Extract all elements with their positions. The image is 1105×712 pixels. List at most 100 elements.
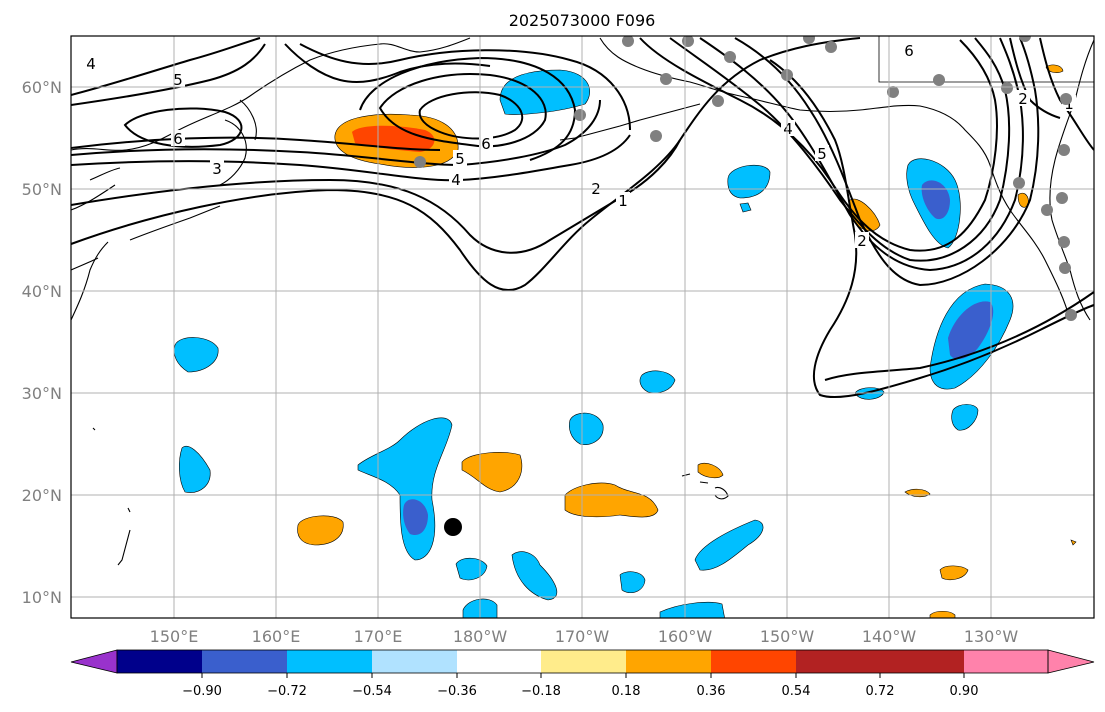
lat-label: 40°N [22,282,62,301]
station-dot [933,74,945,86]
station-dot [574,109,586,121]
lon-label: 180°W [453,627,508,646]
neg-anomaly-region [357,417,453,561]
neg-anomaly-region [499,69,590,115]
coastline-asia [71,37,471,151]
contour-line [71,37,261,96]
station-dot [650,130,662,142]
colorbar-label: 0.18 [612,684,641,699]
neg-anomaly-core [403,499,428,536]
lon-label: 170°W [555,627,610,646]
coastline-alaska [599,37,1071,321]
neg-anomaly-region [455,557,488,581]
contour-label: 5 [173,71,183,89]
lat-label: 10°N [22,588,62,607]
contour-line [359,56,577,161]
anomaly-shading [173,64,1077,618]
coastline-islands [92,427,131,566]
neg-anomaly-region [569,412,604,445]
contour-line [639,37,998,252]
neg-anomaly-region [739,202,752,213]
contour-label: 2 [857,232,867,250]
pos-anomaly-region [939,565,969,581]
longitude-labels: 150°E 160°E 170°E 180°W 170°W 160°W 150°… [150,627,1019,646]
station-dot [1001,82,1013,94]
contour-line [769,59,1094,399]
colorbar-label: 0.36 [697,684,726,699]
colorbar-label: 0.72 [866,684,895,699]
pos-anomaly-region [297,515,344,546]
contour-label: 4 [451,171,461,189]
coastline-north-america [1049,39,1094,321]
lon-label: 170°E [354,627,403,646]
colorbar-label: −0.72 [267,684,307,699]
contour-line [1039,37,1094,151]
station-dot [1056,192,1068,204]
neg-anomaly-region [173,337,219,373]
colorbar: −0.90 −0.72 −0.54 −0.36 −0.18 0.18 0.36 … [70,649,1095,699]
station-dot [724,51,736,63]
station-dot [1058,236,1070,248]
map-title: 2025073000 F096 [509,11,656,30]
colorbar-segment [964,650,1094,673]
contour-label: 5 [817,145,827,163]
colorbar-outline-right [1047,649,1095,674]
contour-label: 1 [618,192,628,210]
station-dot [622,36,634,47]
lon-label: 150°E [150,627,199,646]
coastline-japan-kuril [71,167,221,271]
station-dot [1058,144,1070,156]
neg-anomaly-region [639,370,676,394]
lon-label: 160°W [658,627,713,646]
neg-anomaly-core [948,301,994,360]
map-frame [70,35,1095,619]
station-dot [682,36,694,47]
lon-label: 160°E [252,627,301,646]
contour-label: 3 [212,160,222,178]
station-dot [1059,262,1071,274]
neg-anomaly-region [694,519,764,571]
map-area: 4 5 6 3 5 6 4 2 1 4 5 2 6 2 1 [71,36,1094,618]
coastlines [71,36,1094,566]
contour-label: 5 [455,150,465,168]
colorbar-segment [626,650,711,673]
colorbar-label: 0.54 [782,684,811,699]
colorbar-label: −0.90 [182,684,222,699]
contour-line [299,43,631,131]
station-dot [1019,36,1031,42]
station-dot [1060,93,1072,105]
contour-label: 6 [904,42,914,60]
station-markers [414,36,1077,321]
contour-labels: 4 5 6 3 5 6 4 2 1 4 5 2 6 2 1 [84,42,1076,250]
colorbar-segment [287,650,372,673]
pos-anomaly-region [697,462,724,479]
station-dot [660,73,672,85]
contour-line [123,107,243,148]
lon-label: 150°W [760,627,815,646]
contour-line [71,136,441,151]
lat-label: 60°N [22,78,62,97]
contour-line [418,91,524,140]
coastline-kamchatka [219,99,257,186]
pos-anomaly-region [564,482,659,518]
colorbar-extend-left [70,649,118,674]
colorbar-segment [202,650,287,673]
station-dot [887,86,899,98]
colorbar-label: −0.54 [352,684,392,699]
lat-label: 50°N [22,180,62,199]
gridlines [71,36,1094,618]
lat-label: 20°N [22,486,62,505]
colorbar-segment [711,650,796,673]
station-dot [1065,309,1077,321]
station-dot [803,36,815,44]
pos-anomaly-region [1070,539,1077,546]
colorbar-segment [117,650,202,673]
contour-label: 2 [1018,90,1028,108]
contour-label: 4 [783,120,793,138]
neg-anomaly-region [511,551,558,601]
station-dot [825,41,837,53]
lon-label: 140°W [862,627,917,646]
contour-line [71,37,861,291]
colorbar-segment [372,650,457,673]
